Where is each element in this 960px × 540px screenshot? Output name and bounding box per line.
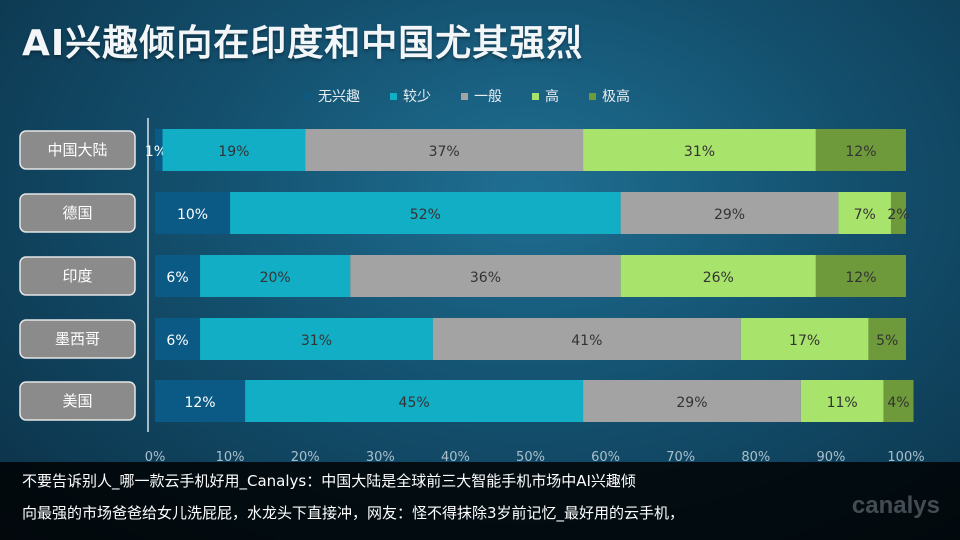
- bar-segment: [155, 318, 201, 360]
- data-label: 20%: [260, 270, 291, 286]
- data-label: 26%: [703, 270, 734, 286]
- x-tick-label: 0%: [145, 450, 166, 465]
- x-tick-label: 10%: [216, 450, 245, 465]
- chart-legend: 无兴趣 较少 一般 高 极高: [305, 86, 660, 106]
- bar-segment: [838, 192, 891, 234]
- category-label-box: [19, 130, 136, 170]
- legend-item-medium: 一般: [461, 86, 502, 106]
- x-tick-label: 20%: [291, 450, 320, 465]
- bar-segment: [620, 192, 839, 234]
- legend-item-very-high: 极高: [589, 86, 630, 106]
- data-label: 29%: [676, 395, 707, 411]
- category-label-box: [19, 193, 136, 233]
- category-label: 印度: [62, 267, 92, 285]
- x-tick-label: 100%: [887, 450, 924, 465]
- data-label: 31%: [301, 333, 332, 349]
- category-label: 墨西哥: [55, 330, 100, 348]
- x-tick-label: 70%: [666, 450, 695, 465]
- bar-segment: [432, 318, 741, 360]
- category-label: 中国大陆: [47, 141, 107, 159]
- data-label: 37%: [429, 144, 460, 160]
- data-label: 5%: [876, 333, 898, 349]
- bar-segment: [800, 380, 884, 422]
- caption-overlay: 不要告诉别人_哪一款云手机好用_Canalys：中国大陆是全球前三大智能手机市场…: [0, 462, 960, 540]
- data-label: 7%: [854, 207, 876, 223]
- legend-item-low: 较少: [390, 86, 431, 106]
- data-label: 12%: [845, 270, 876, 286]
- data-label: 29%: [714, 207, 745, 223]
- data-label: 11%: [827, 395, 858, 411]
- data-label: 10%: [177, 207, 208, 223]
- bar-segment: [200, 318, 433, 360]
- legend-swatch: [589, 92, 596, 100]
- data-label: 31%: [684, 144, 715, 160]
- bar-segment: [890, 192, 906, 234]
- x-tick-label: 50%: [516, 450, 545, 465]
- bar-segment: [740, 318, 869, 360]
- bar-segment: [155, 255, 201, 297]
- caption-line-2: 向最强的市场爸爸给女儿洗屁屁，水龙头下直接冲，网友：怪不得抹除3岁前记忆_最好用…: [22, 504, 685, 522]
- category-label: 美国: [62, 392, 92, 410]
- caption-line-1: 不要告诉别人_哪一款云手机好用_Canalys：中国大陆是全球前三大智能手机市场…: [22, 472, 636, 490]
- category-label: 德国: [62, 204, 92, 222]
- data-label: 36%: [470, 270, 501, 286]
- bar-segment: [155, 380, 246, 422]
- bar-segment: [155, 192, 231, 234]
- legend-item-high: 高: [532, 86, 559, 106]
- data-label: 12%: [845, 144, 876, 160]
- x-tick-label: 90%: [816, 450, 845, 465]
- bar-segment: [583, 129, 816, 171]
- data-label: 4%: [887, 395, 909, 411]
- legend-swatch: [532, 92, 539, 100]
- x-tick-label: 80%: [741, 450, 770, 465]
- data-label: 17%: [789, 333, 820, 349]
- bar-segment: [583, 380, 801, 422]
- bar-segment: [350, 255, 621, 297]
- legend-label: 极高: [602, 89, 630, 105]
- legend-swatch: [390, 92, 397, 100]
- data-label: 6%: [166, 270, 188, 286]
- chart-title: AI兴趣倾向在印度和中国尤其强烈: [22, 23, 584, 64]
- bar-segment: [883, 380, 914, 422]
- data-label: 52%: [410, 207, 441, 223]
- bar-segment: [155, 129, 163, 171]
- bar-segment: [162, 129, 306, 171]
- data-label: 6%: [166, 333, 188, 349]
- data-label: 1%: [145, 144, 167, 160]
- bar-segment: [815, 255, 906, 297]
- bar-segment: [305, 129, 584, 171]
- legend-swatch: [305, 92, 312, 100]
- data-label: 12%: [184, 395, 215, 411]
- category-label-box: [19, 381, 136, 421]
- data-label: 41%: [571, 333, 602, 349]
- bar-segment: [200, 255, 351, 297]
- x-tick-label: 60%: [591, 450, 620, 465]
- x-tick-label: 40%: [441, 450, 470, 465]
- data-label: 45%: [399, 395, 430, 411]
- category-label-box: [19, 319, 136, 359]
- bar-segment: [245, 380, 584, 422]
- legend-swatch: [461, 92, 468, 100]
- data-label: 19%: [218, 144, 249, 160]
- brand-watermark: canalys: [851, 492, 940, 519]
- legend-item-none: 无兴趣: [305, 86, 360, 106]
- bar-segment: [868, 318, 906, 360]
- legend-label: 较少: [403, 89, 431, 105]
- data-label: 2%: [887, 207, 909, 223]
- legend-label: 一般: [474, 89, 502, 105]
- legend-label: 无兴趣: [318, 89, 360, 105]
- bar-segment: [815, 129, 906, 171]
- category-label-box: [19, 256, 136, 296]
- x-tick-label: 30%: [366, 450, 395, 465]
- bar-segment: [620, 255, 816, 297]
- legend-label: 高: [545, 89, 559, 105]
- bar-segment: [230, 192, 621, 234]
